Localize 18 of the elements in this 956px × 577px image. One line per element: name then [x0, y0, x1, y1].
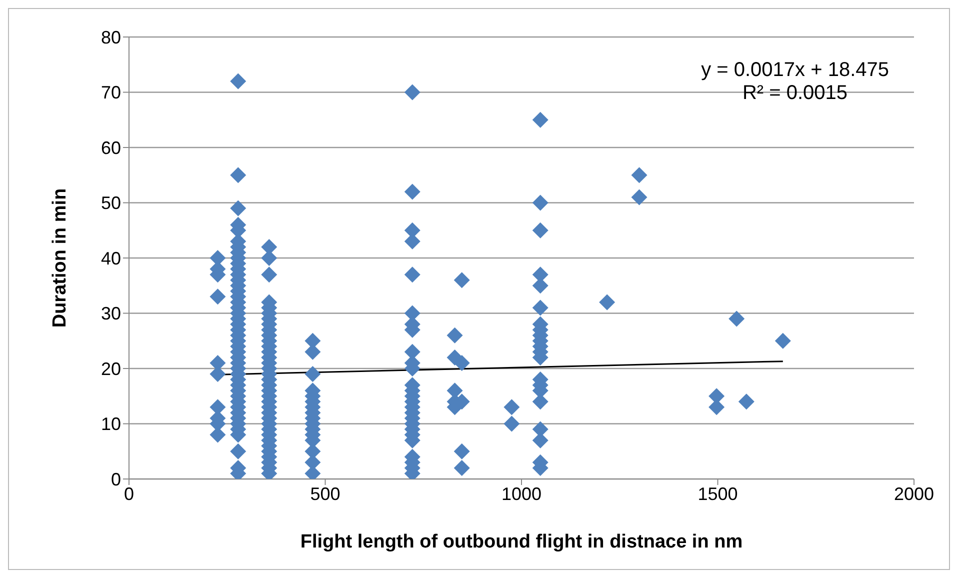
y-tick-label: 50: [100, 193, 121, 214]
y-tick-label: 10: [100, 414, 121, 434]
x-tick-label: 1000: [501, 484, 542, 504]
y-tick-label: 70: [100, 82, 121, 103]
y-tick-label: 40: [100, 248, 121, 268]
x-tick-label: 500: [310, 484, 340, 504]
x-tick-label: 1500: [698, 484, 738, 504]
annotation: y = 0.0017x + 18.475: [701, 59, 889, 82]
y-tick-label: 30: [100, 304, 121, 324]
x-axis-title: Flight length of outbound flight in distnace in nm: [300, 531, 743, 552]
y-tick-label: 20: [100, 358, 121, 379]
x-tick-label: 0: [124, 484, 134, 504]
y-tick-label: 60: [100, 138, 121, 158]
annotation: R² = 0.0015: [741, 82, 849, 105]
y-tick-label: 80: [100, 27, 121, 48]
x-tick-label: 2000: [894, 484, 934, 504]
y-axis-title: Duration in min: [50, 188, 71, 328]
y-tick-label: 0: [110, 469, 121, 490]
